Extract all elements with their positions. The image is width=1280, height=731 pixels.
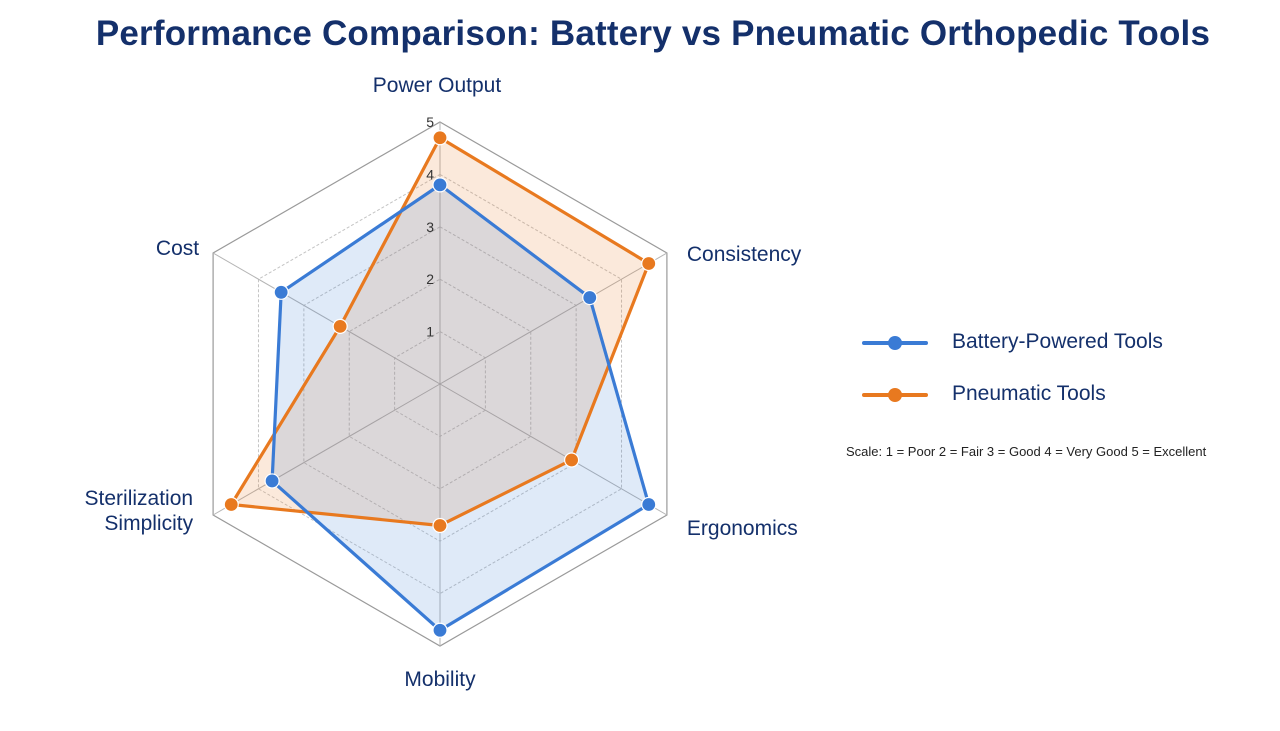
data-point[interactable] — [432, 622, 448, 638]
data-point[interactable] — [432, 177, 448, 193]
grid-spoke — [439, 383, 668, 516]
legend-item-pneumatic[interactable]: Pneumatic Tools — [862, 378, 1222, 430]
radar-series — [223, 130, 657, 638]
axis-label: Sterilization Simplicity — [85, 487, 194, 535]
data-point[interactable] — [641, 255, 657, 272]
data-point[interactable] — [264, 473, 280, 489]
axis-label: Ergonomics — [687, 517, 798, 540]
data-point[interactable] — [223, 496, 239, 513]
legend-marker-pneumatic — [888, 388, 902, 402]
axis-label: Mobility — [404, 668, 476, 691]
series-area — [231, 137, 649, 526]
tick-label: 2 — [426, 271, 434, 287]
radar-grid — [212, 121, 668, 647]
radar-labels: 1 2 3 4 5 Power Output Consistency Ergonomics Mo… — [85, 74, 802, 691]
legend-marker-battery — [888, 336, 902, 350]
data-point[interactable] — [432, 517, 448, 534]
legend: Battery-Powered Tools Pneumatic Tools — [862, 326, 1222, 430]
tick-label: 3 — [426, 219, 434, 235]
tick-label: 5 — [426, 114, 434, 130]
data-point[interactable] — [273, 284, 289, 300]
tick-label: 1 — [426, 324, 434, 340]
data-point[interactable] — [641, 496, 657, 513]
legend-item-battery[interactable]: Battery-Powered Tools — [862, 326, 1222, 378]
data-point[interactable] — [582, 289, 598, 306]
scale-note: Scale: 1 = Poor 2 = Fair 3 = Good 4 = Ve… — [846, 444, 1207, 459]
axis-label: Cost — [156, 237, 199, 260]
axis-label: Consistency — [687, 243, 802, 266]
data-point[interactable] — [564, 452, 580, 468]
axis-label: Power Output — [373, 74, 502, 97]
chart-title: Performance Comparison: Battery vs Pneum… — [95, 14, 1211, 53]
grid-spoke — [212, 383, 441, 516]
data-point[interactable] — [432, 130, 448, 146]
tick-label: 4 — [426, 166, 434, 182]
legend-label-pneumatic: Pneumatic Tools — [952, 382, 1106, 405]
legend-label-battery: Battery-Powered Tools — [952, 330, 1163, 353]
grid-spoke — [439, 252, 668, 385]
grid-spoke — [212, 252, 441, 385]
data-point[interactable] — [332, 318, 348, 334]
